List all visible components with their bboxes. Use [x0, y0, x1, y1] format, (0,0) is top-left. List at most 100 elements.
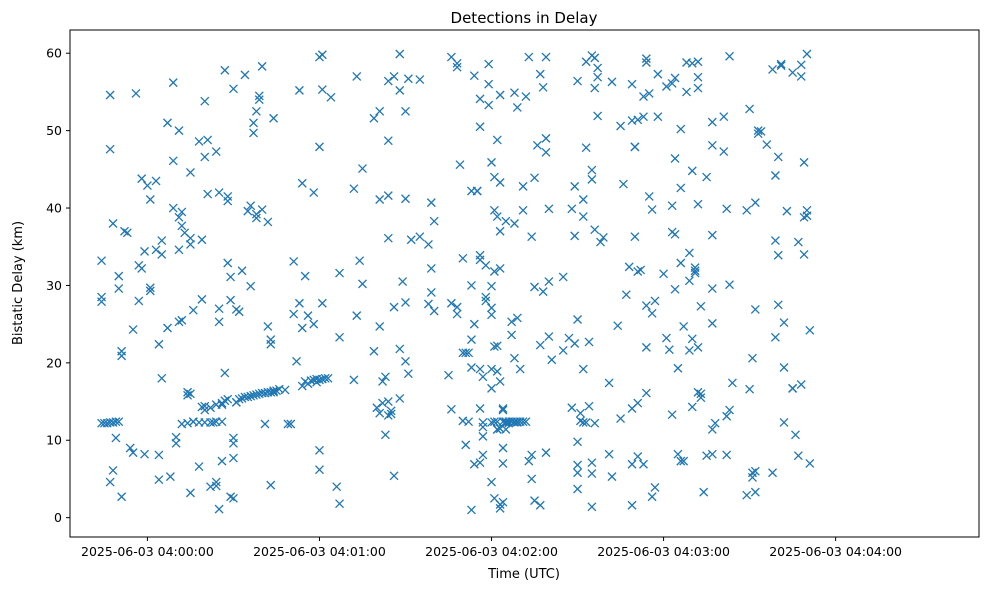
y-tick-label: 40 — [46, 201, 62, 216]
data-point — [541, 52, 551, 62]
data-point — [630, 232, 640, 242]
data-point — [590, 418, 600, 428]
data-point — [587, 458, 597, 468]
data-point — [452, 302, 462, 312]
data-point — [805, 325, 815, 335]
data-point — [607, 472, 617, 482]
data-point — [604, 378, 614, 388]
x-tick-label: 2025-06-03 04:01:00 — [253, 544, 386, 559]
data-point — [699, 487, 709, 497]
data-point — [194, 462, 204, 472]
data-point — [682, 87, 691, 97]
y-tick-label: 50 — [46, 123, 62, 138]
data-point — [722, 450, 732, 460]
data-point — [117, 346, 127, 356]
data-point — [578, 364, 588, 374]
data-point — [383, 136, 393, 146]
data-point — [188, 305, 198, 315]
data-point — [707, 449, 717, 459]
data-point — [389, 71, 399, 81]
data-point — [223, 196, 233, 206]
data-point — [575, 416, 585, 426]
data-point — [676, 124, 686, 134]
data-point — [177, 221, 187, 231]
data-point — [791, 430, 800, 440]
data-point — [269, 113, 279, 123]
data-point — [263, 217, 273, 227]
data-point — [478, 417, 488, 427]
data-point — [466, 280, 476, 290]
data-point — [650, 296, 660, 306]
data-point — [168, 78, 178, 88]
data-point — [194, 137, 204, 146]
data-point — [641, 388, 651, 398]
data-point — [644, 89, 654, 98]
data-point — [596, 237, 605, 247]
data-point — [521, 417, 531, 427]
data-point — [799, 250, 809, 259]
data-point — [587, 165, 597, 175]
data-point — [257, 205, 267, 215]
data-point — [702, 172, 712, 182]
data-point — [487, 364, 496, 374]
data-point — [707, 140, 717, 150]
data-point — [464, 417, 474, 427]
data-point — [217, 417, 227, 427]
data-point — [670, 229, 680, 239]
data-point — [292, 356, 301, 366]
data-point — [541, 448, 551, 458]
data-point — [226, 295, 236, 305]
data-point — [636, 265, 646, 275]
data-point — [426, 287, 436, 297]
data-point — [317, 298, 327, 308]
data-point — [598, 232, 608, 242]
data-point — [214, 504, 224, 514]
data-point — [369, 113, 379, 123]
data-point — [578, 417, 588, 427]
data-point — [489, 417, 499, 427]
data-point — [590, 53, 600, 63]
data-point — [796, 71, 806, 81]
data-point — [676, 456, 686, 466]
data-point — [168, 156, 178, 166]
y-tick-label: 10 — [46, 433, 62, 448]
data-point — [495, 226, 505, 236]
data-point — [315, 142, 324, 152]
data-point — [300, 271, 310, 281]
data-point — [174, 245, 184, 255]
data-point — [719, 147, 729, 156]
data-point — [573, 468, 583, 478]
data-point — [518, 205, 528, 215]
data-point — [251, 106, 261, 116]
data-point — [97, 297, 107, 307]
data-point — [415, 75, 425, 84]
data-point — [676, 258, 686, 268]
data-point — [768, 65, 777, 74]
data-point — [114, 417, 124, 427]
data-point — [788, 68, 798, 78]
data-point — [395, 344, 405, 354]
data-point — [137, 174, 147, 184]
data-point — [401, 356, 410, 366]
data-point — [687, 402, 697, 412]
data-point — [185, 389, 195, 399]
data-point — [510, 353, 519, 363]
data-point — [208, 417, 218, 427]
data-point — [200, 401, 210, 411]
data-point — [613, 321, 623, 331]
data-point — [142, 181, 152, 191]
data-point — [466, 505, 476, 515]
data-point — [475, 458, 485, 468]
data-point — [573, 484, 583, 494]
data-point — [750, 487, 760, 497]
data-point — [647, 492, 657, 502]
data-point — [274, 384, 284, 394]
data-point — [661, 333, 671, 343]
data-point — [335, 499, 345, 509]
data-point — [475, 364, 485, 374]
data-point — [745, 104, 755, 114]
data-point — [254, 91, 264, 101]
data-point — [779, 363, 789, 372]
data-point — [702, 451, 712, 461]
